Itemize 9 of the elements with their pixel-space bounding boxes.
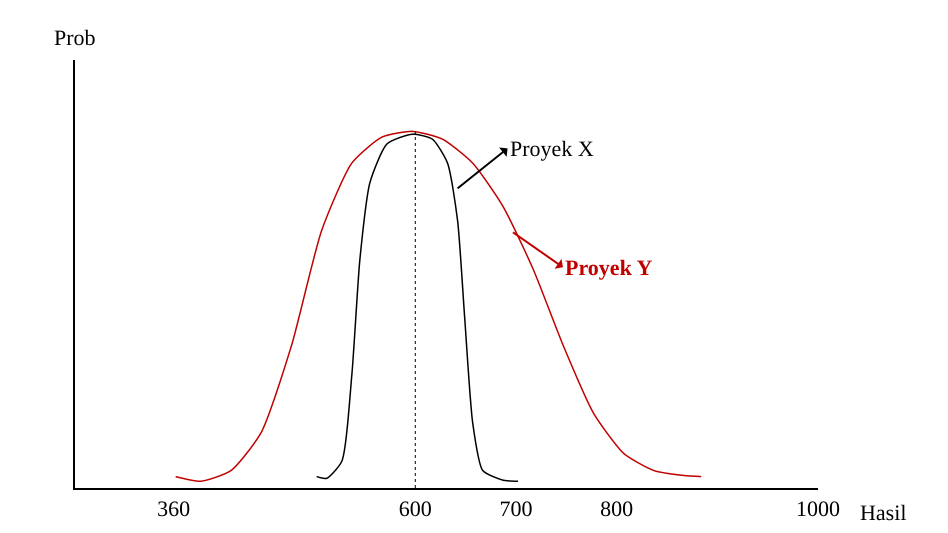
x-tick-label: 1000 — [796, 496, 840, 522]
x-tick-label: 700 — [499, 496, 532, 522]
x-tick-label: 360 — [157, 496, 190, 522]
annotation: Proyek X — [510, 136, 594, 161]
annotation: Proyek Y — [565, 255, 652, 280]
x-tick-label: 800 — [600, 496, 634, 522]
x-tick-label: 600 — [398, 496, 432, 522]
x-axis-title: Hasil — [860, 500, 906, 525]
y-axis-title: Prob — [54, 25, 96, 50]
